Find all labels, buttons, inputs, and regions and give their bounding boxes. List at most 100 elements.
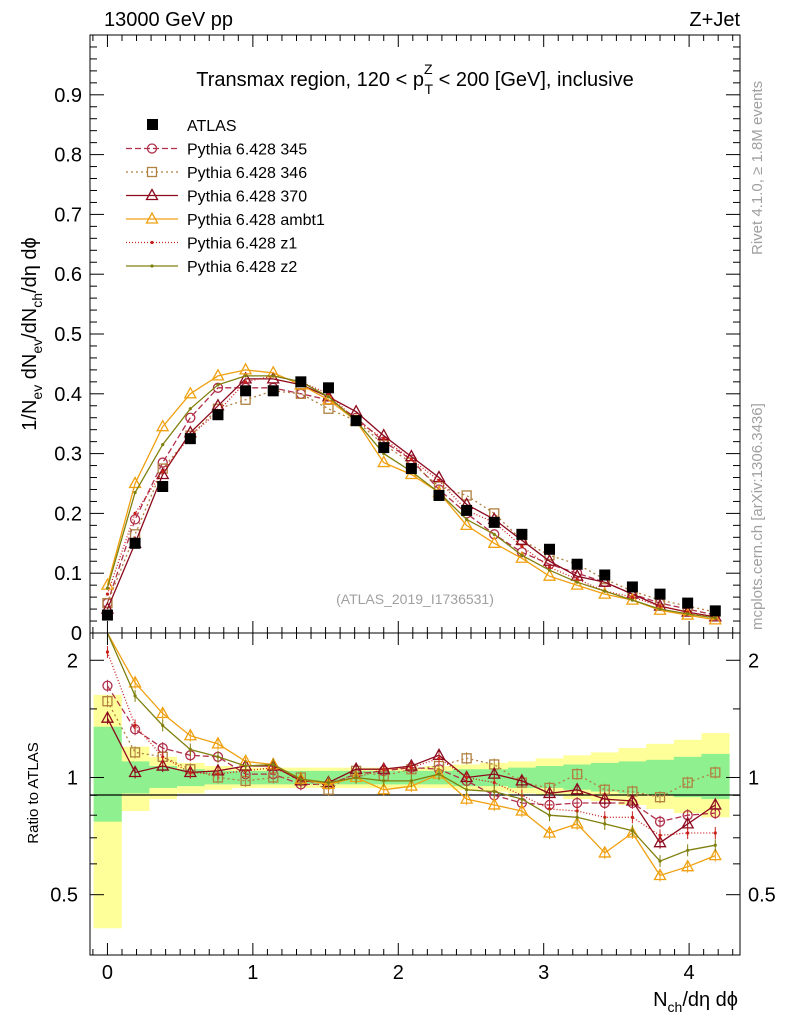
ratio-point-pythia-6-428-ambt1	[377, 782, 391, 795]
point-pythia-6-428-z1	[630, 595, 634, 599]
atlas-point	[212, 409, 224, 421]
legend-marker-pythia-6-428-ambt1	[145, 211, 159, 224]
x-axis-label: Nch/dη dϕ	[653, 989, 738, 1015]
ratio-point-pythia-6-428-346	[102, 696, 113, 707]
atlas-point	[129, 537, 141, 549]
point-pythia-6-428-ambt1	[183, 386, 197, 399]
point-pythia-6-428-345	[489, 529, 500, 540]
ratio-point-pythia-6-428-z2	[465, 788, 469, 792]
ratio-point-pythia-6-428-z1	[161, 755, 165, 759]
atlas-point	[654, 588, 666, 600]
ratio-point-pythia-6-428-346	[710, 767, 721, 778]
ratio-point-pythia-6-428-z2	[354, 775, 358, 780]
ratio-point-pythia-6-428-ambt1	[681, 859, 695, 872]
rivet-label: Rivet 4.1.0, ≥ 1.8M events	[749, 81, 766, 255]
legend-label-atlas: ATLAS	[187, 118, 237, 135]
band-inner-bin	[148, 766, 178, 788]
point-pythia-6-428-z2	[271, 374, 275, 378]
ratio-point-pythia-6-428-ambt1	[487, 797, 501, 810]
ratio-point-pythia-6-428-345	[654, 816, 666, 827]
ratio-tick-label-left: 0.5	[50, 885, 78, 907]
ratio-point-pythia-6-428-z2	[161, 723, 165, 728]
header-right: Z+Jet	[689, 9, 740, 31]
ratio-point-pythia-6-428-z2	[547, 813, 552, 817]
ratio-point-pythia-6-428-z2	[188, 747, 192, 752]
ratio-line-pythia-6-428-346	[106, 700, 716, 798]
point-pythia-6-428-ambt1	[708, 612, 722, 625]
ratio-point-pythia-6-428-370	[156, 758, 170, 771]
x-tick-label: 2	[393, 962, 404, 984]
point-pythia-6-428-z2	[216, 383, 220, 387]
ratio-point-pythia-6-428-z2	[686, 848, 690, 852]
x-label-main: N	[653, 989, 667, 1011]
point-pythia-6-428-z2	[603, 589, 607, 593]
series-line-pythia-6-428-ambt1	[106, 369, 716, 621]
legend: ATLAS Pythia 6.428 345 Pythia 6.428 346 Pyt…	[126, 118, 325, 276]
legend-label-pythia-6-428-345: Pythia 6.428 345	[187, 142, 307, 159]
point-pythia-6-428-z2	[630, 598, 634, 602]
y-tick-label: 0.7	[54, 204, 82, 226]
legend-marker-pythia-6-428-z1	[150, 240, 154, 245]
atlas-point	[267, 385, 279, 397]
point-pythia-6-428-z2	[465, 517, 469, 521]
point-pythia-6-428-z1	[243, 380, 248, 384]
y-label-part-3: dN	[19, 354, 41, 385]
atlas-point	[322, 382, 334, 394]
ratio-point-pythia-6-428-z2	[133, 694, 137, 698]
point-pythia-6-428-z2	[133, 490, 137, 495]
ratio-point-pythia-6-428-346	[571, 768, 583, 780]
point-pythia-6-428-z2	[575, 580, 579, 584]
point-pythia-6-428-ambt1	[570, 577, 584, 590]
ratio-point-pythia-6-428-ambt1	[515, 803, 529, 816]
y-tick-label: 0.6	[54, 264, 82, 286]
ratio-tick-label-left: 1	[67, 767, 78, 789]
atlas-point	[516, 528, 528, 540]
mcplots-label: mcplots.cern.ch [arXiv:1306.3436]	[749, 403, 766, 630]
ratio-tick-label-right: 0.5	[748, 885, 776, 907]
y-tick-label: 0.8	[54, 145, 82, 167]
ratio-point-pythia-6-428-370	[515, 773, 529, 786]
point-pythia-6-428-z1	[133, 511, 137, 515]
ratio-point-pythia-6-428-z1	[686, 831, 690, 835]
ratio-point-pythia-6-428-z1	[547, 807, 552, 811]
point-pythia-6-428-ambt1	[487, 535, 501, 548]
legend-label-pythia-6-428-370: Pythia 6.428 370	[187, 189, 307, 206]
y-tick-label: 0.4	[54, 384, 82, 406]
atlas-point	[682, 597, 694, 609]
ratio-point-pythia-6-428-z2	[437, 772, 441, 776]
point-pythia-6-428-ambt1	[238, 362, 253, 375]
ratio-point-pythia-6-428-z2	[243, 764, 248, 768]
point-pythia-6-428-ambt1	[128, 476, 142, 489]
ratio-point-pythia-6-428-370	[542, 786, 557, 799]
ratio-point-pythia-6-428-ambt1	[404, 778, 418, 791]
y-tick-label: 0.9	[54, 85, 82, 107]
atlas-point	[350, 415, 362, 427]
point-pythia-6-428-345	[185, 412, 196, 423]
series-line-pythia-6-428-370	[106, 378, 716, 618]
legend-marker-atlas	[147, 119, 158, 130]
ratio-point-pythia-6-428-370	[570, 782, 584, 795]
x-tick-label: 3	[538, 962, 549, 984]
atlas-point	[571, 558, 583, 570]
legend-label-pythia-6-428-346: Pythia 6.428 346	[187, 165, 307, 182]
atlas-point	[184, 433, 196, 445]
ratio-point-pythia-6-428-346	[682, 777, 693, 788]
ratio-point-pythia-6-428-z2	[382, 779, 386, 783]
ratio-point-pythia-6-428-345	[102, 680, 113, 691]
ratio-tick-label-right: 2	[748, 650, 759, 672]
ratio-point-pythia-6-428-z1	[216, 772, 220, 776]
point-pythia-6-428-370	[266, 371, 280, 384]
point-pythia-6-428-z2	[243, 374, 248, 378]
atlas-point	[599, 569, 611, 581]
y-tick-label: 0.3	[54, 444, 82, 466]
atlas-point	[378, 442, 390, 454]
point-pythia-6-428-z1	[658, 604, 662, 608]
ratio-point-pythia-6-428-370	[708, 797, 722, 810]
point-pythia-6-428-z1	[437, 478, 441, 483]
ratio-point-pythia-6-428-z2	[630, 829, 634, 833]
main-plot-frame	[89, 34, 741, 634]
x-tick-label: 0	[102, 962, 113, 984]
legend-marker-pythia-6-428-370	[145, 188, 159, 201]
point-pythia-6-428-ambt1	[542, 568, 557, 581]
point-pythia-6-428-z2	[326, 395, 331, 399]
